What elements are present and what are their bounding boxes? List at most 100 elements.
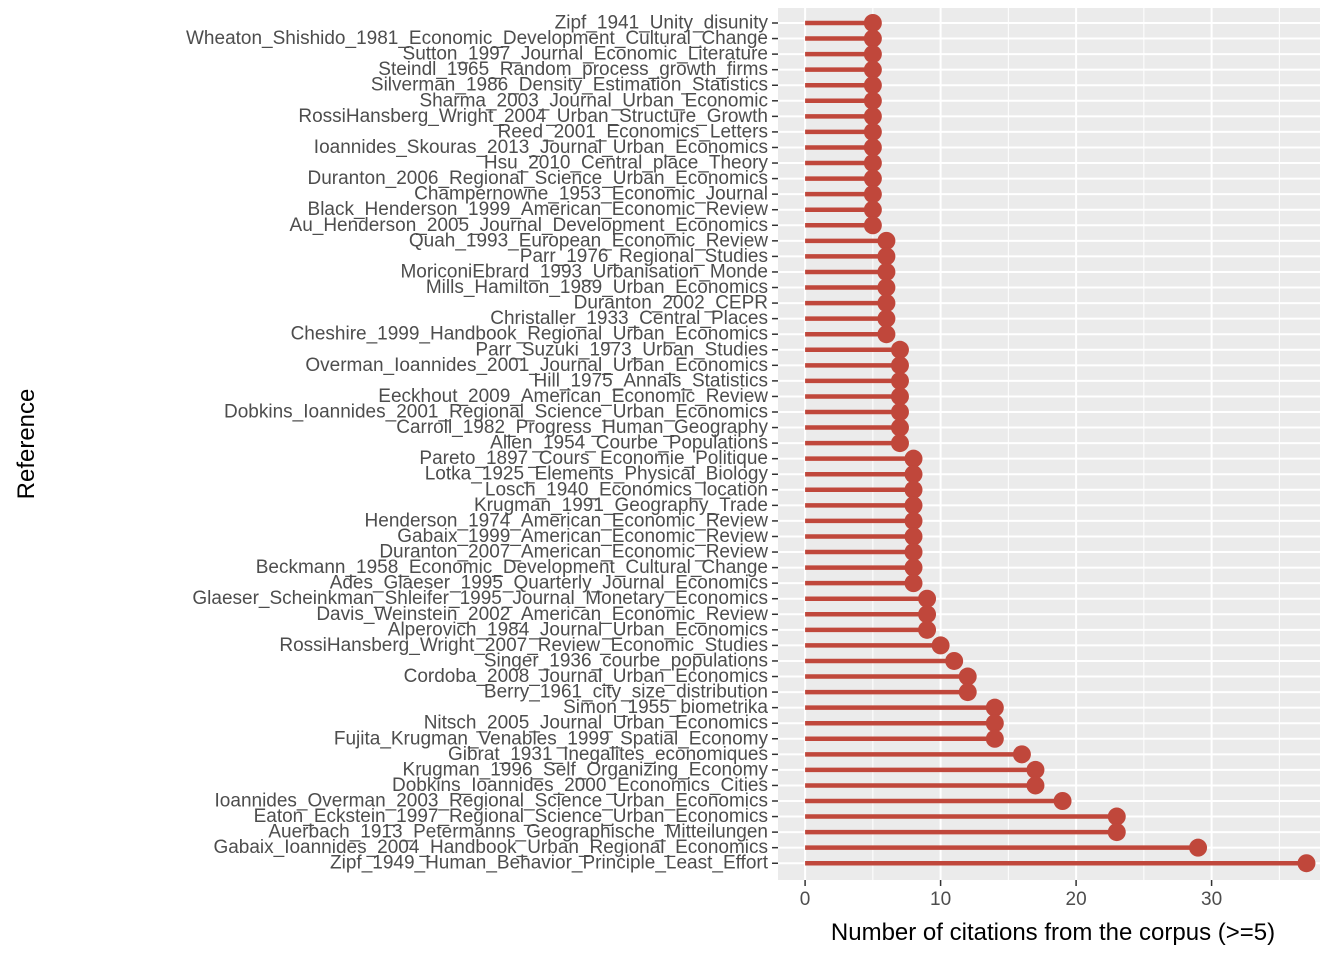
y-tick-label: Overman_Ioannides_2001_Journal_Urban_Eco… — [305, 355, 768, 376]
y-tick-label: Reed_2001_Economics_Letters — [498, 121, 768, 142]
lollipop-point — [877, 278, 896, 297]
lollipop-point — [890, 418, 909, 437]
y-tick-label: Zipf_1941_Unity_disunity — [555, 13, 769, 34]
lollipop-point — [863, 76, 882, 95]
lollipop-point — [863, 60, 882, 79]
y-tick-label: Christaller_1933_Central_Places — [490, 308, 768, 329]
lollipop-point — [1107, 807, 1126, 826]
y-tick-label: Berry_1961_city_size_distribution — [484, 682, 768, 703]
y-tick-label: Au_Henderson_2005_Journal_Development_Ec… — [290, 215, 768, 236]
lollipop-point — [1107, 823, 1126, 842]
y-tick-label: Carroll_1982_Progress_Human_Geography — [396, 417, 768, 438]
y-tick-label: Duranton_2002_CEPR — [574, 293, 768, 314]
lollipop-point — [877, 247, 896, 266]
y-tick-label: Krugman_1991_Geography_Trade — [474, 495, 768, 516]
lollipop-point — [863, 185, 882, 204]
lollipop-point — [863, 91, 882, 110]
lollipop-point — [958, 667, 977, 686]
lollipop-point — [985, 714, 1004, 733]
lollipop-point — [918, 620, 937, 639]
lollipop-point — [863, 29, 882, 48]
lollipop-point — [877, 294, 896, 313]
lollipop-point — [890, 356, 909, 375]
x-tick-label: 10 — [930, 889, 951, 910]
lollipop-point — [863, 122, 882, 141]
y-tick-label: Henderson_1974_American_Economic_Review — [365, 510, 769, 531]
lollipop-point — [904, 558, 923, 577]
y-tick-label: Simon_1955_biometrika — [563, 697, 768, 718]
lollipop-point — [985, 698, 1004, 717]
y-tick-label: Alperovich_1984_Journal_Urban_Economics — [388, 619, 768, 640]
y-tick-label: Pareto_1897_Cours_Economie_Politique — [419, 448, 768, 469]
lollipop-point — [904, 574, 923, 593]
lollipop-point — [918, 605, 937, 624]
lollipop-point — [877, 309, 896, 328]
lollipop-point — [1026, 776, 1045, 795]
lollipop-point — [931, 636, 950, 655]
lollipop-point — [1012, 745, 1031, 764]
y-tick-label: Ades_Glaeser_1995_Quarterly_Journal_Econ… — [330, 573, 768, 594]
y-tick-label: Steindl_1965_Random_process_growth_firms — [378, 59, 768, 80]
lollipop-point — [890, 403, 909, 421]
lollipop-point — [904, 511, 923, 530]
y-tick-label: Nitsch_2005_Journal_Urban_Economics — [424, 713, 768, 734]
lollipop-point — [863, 14, 882, 32]
y-tick-label: Black_Henderson_1999_American_Economic_R… — [308, 199, 769, 220]
y-tick-label: Krugman_1996_Self_Organizing_Economy — [403, 759, 769, 780]
y-axis-ticks: Zipf_1941_Unity_disunityWheaton_Shishido… — [186, 13, 778, 874]
y-tick-label: Quah_1993_European_Economic_Review — [409, 230, 768, 251]
y-tick-label: Dobkins_Ioannides_2000_Economics_Cities — [392, 775, 768, 796]
y-tick-label: Champernowne_1953_Economic_Journal — [414, 184, 768, 205]
y-tick-label: Ioannides_Overman_2003_Regional_Science_… — [215, 791, 768, 812]
y-tick-label: Sutton_1997_Journal_Economic_Literature — [403, 44, 768, 65]
y-tick-label: Losch_1940_Economics_location — [485, 479, 768, 500]
y-tick-label: Allen_1954_Courbe_Populations — [490, 433, 768, 454]
y-tick-label: MoriconiEbrard_1993_Urbanisation_Monde — [400, 261, 768, 282]
y-tick-label: Singer_1936_courbe_populations — [484, 650, 768, 671]
y-tick-label: Gabaix_Ioannides_2004_Handbook_Urban_Reg… — [213, 837, 768, 858]
lollipop-point — [945, 651, 964, 670]
lollipop-point — [918, 589, 937, 608]
lollipop-point — [877, 262, 896, 281]
y-tick-label: Fujita_Krugman_Venables_1999_Spatial_Eco… — [334, 728, 769, 749]
y-tick-label: Mills_Hamilton_1989_Urban_Economics — [426, 277, 768, 298]
lollipop-point — [904, 543, 923, 562]
lollipop-point — [1053, 792, 1072, 810]
x-axis-ticks: 0 10 20 30 — [800, 880, 1222, 910]
y-tick-label: Duranton_2006_Regional_Science_Urban_Eco… — [307, 168, 768, 189]
y-tick-label: Eeckhout_2009_American_Economic_Review — [378, 386, 768, 407]
lollipop-point — [863, 45, 882, 64]
lollipop-point — [877, 231, 896, 250]
lollipop-point — [890, 340, 909, 359]
y-tick-label: Auerbach_1913_Petermanns_Geographische_M… — [268, 822, 768, 843]
lollipop-point — [890, 434, 909, 453]
y-tick-label: Eaton_Eckstein_1997_Regional_Science_Urb… — [254, 806, 768, 827]
x-tick-label: 30 — [1201, 889, 1222, 910]
lollipop-point — [863, 200, 882, 219]
y-tick-label: Silverman_1986_Density_Estimation_Statis… — [371, 75, 768, 96]
y-axis-title: Reference — [13, 389, 40, 500]
y-tick-label: Gabaix_1999_American_Economic_Review — [397, 526, 768, 547]
y-tick-label: Cheshire_1999_Handbook_Regional_Urban_Ec… — [291, 324, 768, 345]
lollipop-point — [863, 216, 882, 235]
y-tick-label: Zipf_1949_Human_Behavior_Principle_Least… — [330, 853, 769, 874]
lollipop-point — [863, 154, 882, 173]
x-tick-label: 20 — [1066, 889, 1087, 910]
lollipop-point — [904, 527, 923, 546]
y-tick-label: Dobkins_Ioannides_2001_Regional_Science_… — [224, 402, 768, 423]
lollipop-point — [1189, 838, 1208, 857]
lollipop-point — [904, 465, 923, 484]
lollipop-point — [890, 371, 909, 390]
y-tick-label: Ioannides_Skouras_2013_Journal_Urban_Eco… — [314, 137, 768, 158]
y-tick-label: Wheaton_Shishido_1981_Economic_Developme… — [186, 28, 768, 49]
y-tick-label: Beckmann_1958_Economic_Development_Cultu… — [256, 557, 768, 578]
y-tick-label: RossiHansberg_Wright_2004_Urban_Structur… — [298, 106, 768, 127]
y-tick-label: Hill_1975_Annals_Statistics — [534, 370, 768, 391]
lollipop-point — [904, 480, 923, 499]
lollipop-point — [1297, 854, 1316, 873]
lollipop-point — [958, 683, 977, 702]
lollipop-point — [863, 138, 882, 157]
lollipop-point — [904, 449, 923, 468]
lollipop-point — [904, 496, 923, 515]
lollipop-point — [890, 387, 909, 406]
